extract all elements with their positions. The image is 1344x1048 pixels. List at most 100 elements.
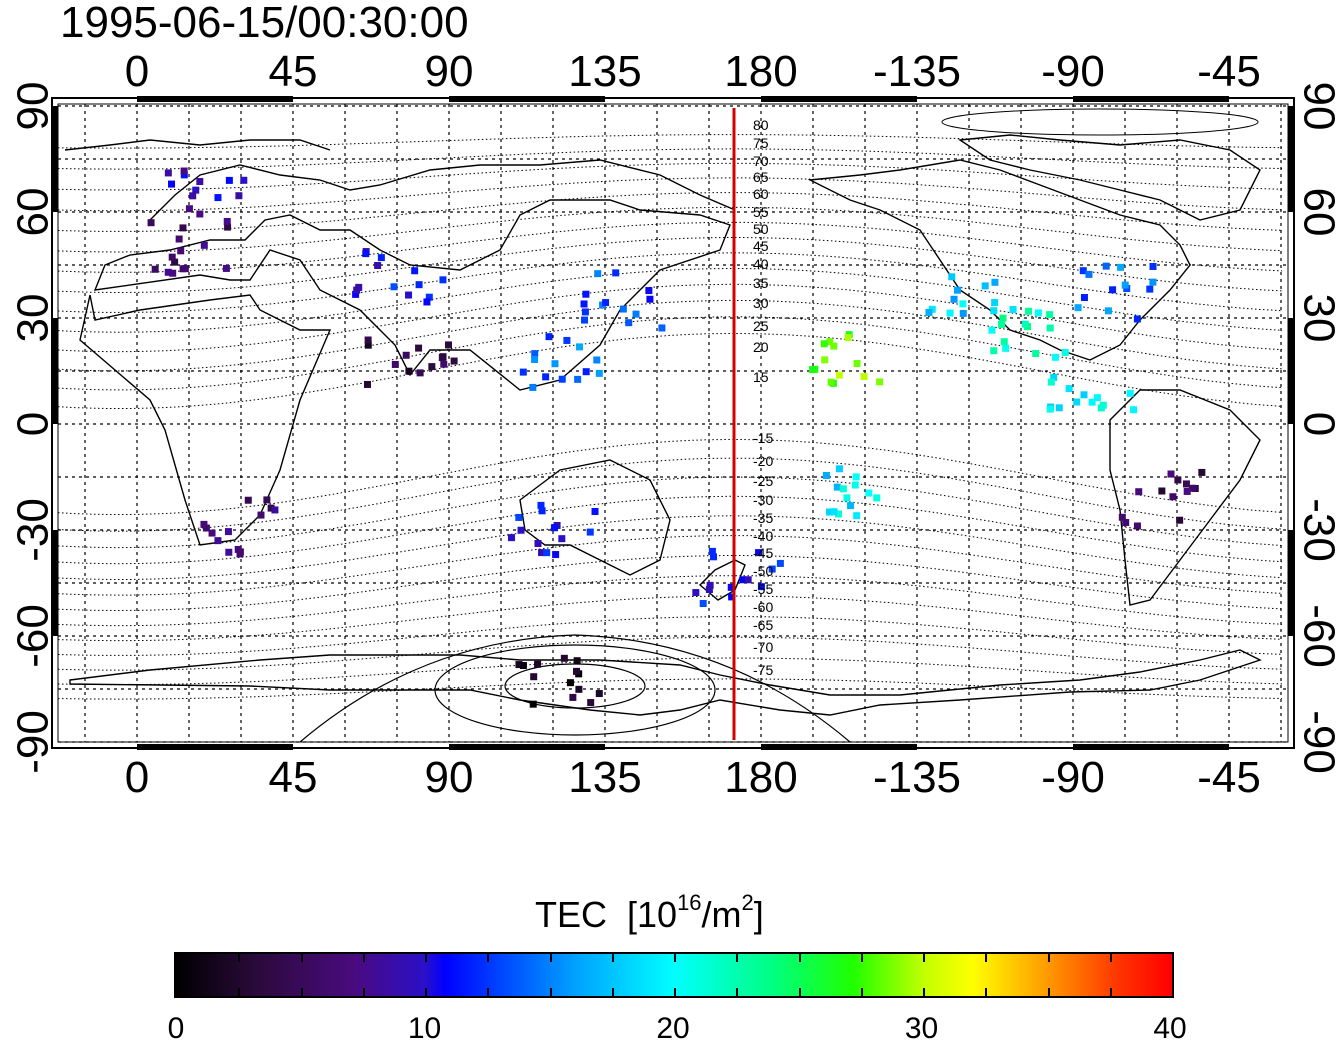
colorbar-minor-tick [362, 988, 365, 996]
tec-cell [147, 219, 155, 227]
top-lon-label: -135 [873, 47, 961, 96]
tec-cell [826, 338, 834, 346]
tec-cell [529, 383, 537, 391]
tec-cell [196, 178, 204, 186]
colorbar-minor-tick [736, 954, 739, 962]
tec-cell [710, 553, 718, 561]
left-lat-label: 90 [9, 82, 58, 131]
tec-cell [860, 373, 868, 381]
tec-cell [423, 298, 431, 306]
map-inner-frame [57, 103, 1289, 743]
left-frame-bar [52, 318, 58, 424]
bottom-frame-bar [449, 744, 605, 750]
tec-cell [602, 299, 610, 307]
colorbar-minor-tick [1047, 988, 1050, 996]
tec-cell [223, 217, 231, 225]
tec-cell [168, 253, 176, 261]
tec-cell [425, 293, 433, 301]
north-pole-contour [941, 108, 1259, 136]
tec-cell [508, 534, 516, 542]
tec-cell [169, 269, 177, 277]
tec-cell [582, 368, 590, 376]
tec-cell [1118, 513, 1126, 521]
colorbar-minor-tick [798, 988, 801, 996]
tec-cell [531, 350, 539, 358]
colorbar [174, 952, 1174, 998]
tec-cell [181, 265, 189, 273]
contour-label: -15 [753, 430, 773, 446]
top-lon-label: 90 [425, 47, 474, 96]
right-frame-bar [1288, 530, 1294, 636]
left-lat-label: -90 [9, 710, 58, 774]
tec-cell [222, 264, 230, 272]
mlat-contour [57, 636, 1283, 671]
mlat-contour [57, 457, 1283, 532]
tec-cell [1104, 307, 1112, 315]
tec-cell [1021, 320, 1029, 328]
tec-cell [865, 489, 873, 497]
coastline [149, 159, 736, 221]
tec-cell [1073, 398, 1081, 406]
tec-cell [580, 300, 588, 308]
tec-cell [833, 483, 841, 491]
tec-cell [519, 662, 527, 670]
tec-cell [164, 169, 172, 177]
tec-cell [224, 528, 232, 536]
left-lat-label: -30 [9, 498, 58, 562]
tec-cell [739, 576, 747, 584]
contour-label: -25 [753, 473, 773, 489]
mlat-contour [57, 177, 1283, 212]
bottom-lon-label: 180 [724, 753, 797, 802]
colorbar-tick-label: 20 [656, 1012, 690, 1045]
mlat-contour [57, 221, 1283, 273]
contour-label: 15 [753, 369, 769, 385]
tec-cell [415, 344, 423, 352]
tec-cell [189, 192, 197, 200]
colorbar-minor-tick [487, 988, 490, 996]
tec-cell [991, 278, 999, 286]
tec-cell [1009, 305, 1017, 313]
tec-cell [1133, 315, 1141, 323]
tec-cell [1050, 373, 1058, 381]
tec-cell [1002, 344, 1010, 352]
tec-cell [440, 360, 448, 368]
contour-label: 60 [753, 186, 769, 202]
tec-cell [646, 295, 654, 303]
tec-cell [1149, 262, 1157, 270]
tec-cell [235, 192, 243, 200]
tec-cell [208, 529, 216, 537]
tec-cell [1109, 286, 1117, 294]
tec-cell [1080, 294, 1088, 302]
tec-cell [999, 314, 1007, 322]
tec-cell [645, 287, 653, 295]
tec-cell [1174, 476, 1182, 484]
right-lat-label: -60 [1294, 604, 1343, 668]
axis-frame-ticks [52, 96, 1294, 750]
tec-cell [1169, 493, 1177, 501]
coastline [79, 294, 332, 546]
tec-cell [1099, 401, 1107, 409]
tec-cell [830, 342, 838, 350]
tec-cell [876, 378, 884, 386]
left-lat-label: 60 [9, 188, 58, 237]
colorbar-minor-tick [238, 954, 241, 962]
tec-cell [538, 507, 546, 515]
bottom-lon-label: 0 [125, 753, 149, 802]
tec-cell [1046, 324, 1054, 332]
colorbar-minor-tick [238, 988, 241, 996]
colorbar-minor-tick [611, 988, 614, 996]
colorbar-minor-tick [1109, 988, 1112, 996]
colorbar-minor-tick [674, 988, 676, 996]
tec-cell [543, 549, 551, 557]
tec-cell [558, 535, 566, 543]
tec-cell [402, 351, 410, 359]
tec-cell [200, 520, 208, 528]
tec-cell [374, 262, 382, 270]
tec-cell [594, 270, 602, 278]
tec-cell [835, 371, 843, 379]
tec-cell [168, 180, 176, 188]
mlat-contour [57, 206, 1283, 253]
tec-cell [851, 481, 859, 489]
tec-cell [991, 299, 999, 307]
mlat-contour [57, 192, 1283, 232]
